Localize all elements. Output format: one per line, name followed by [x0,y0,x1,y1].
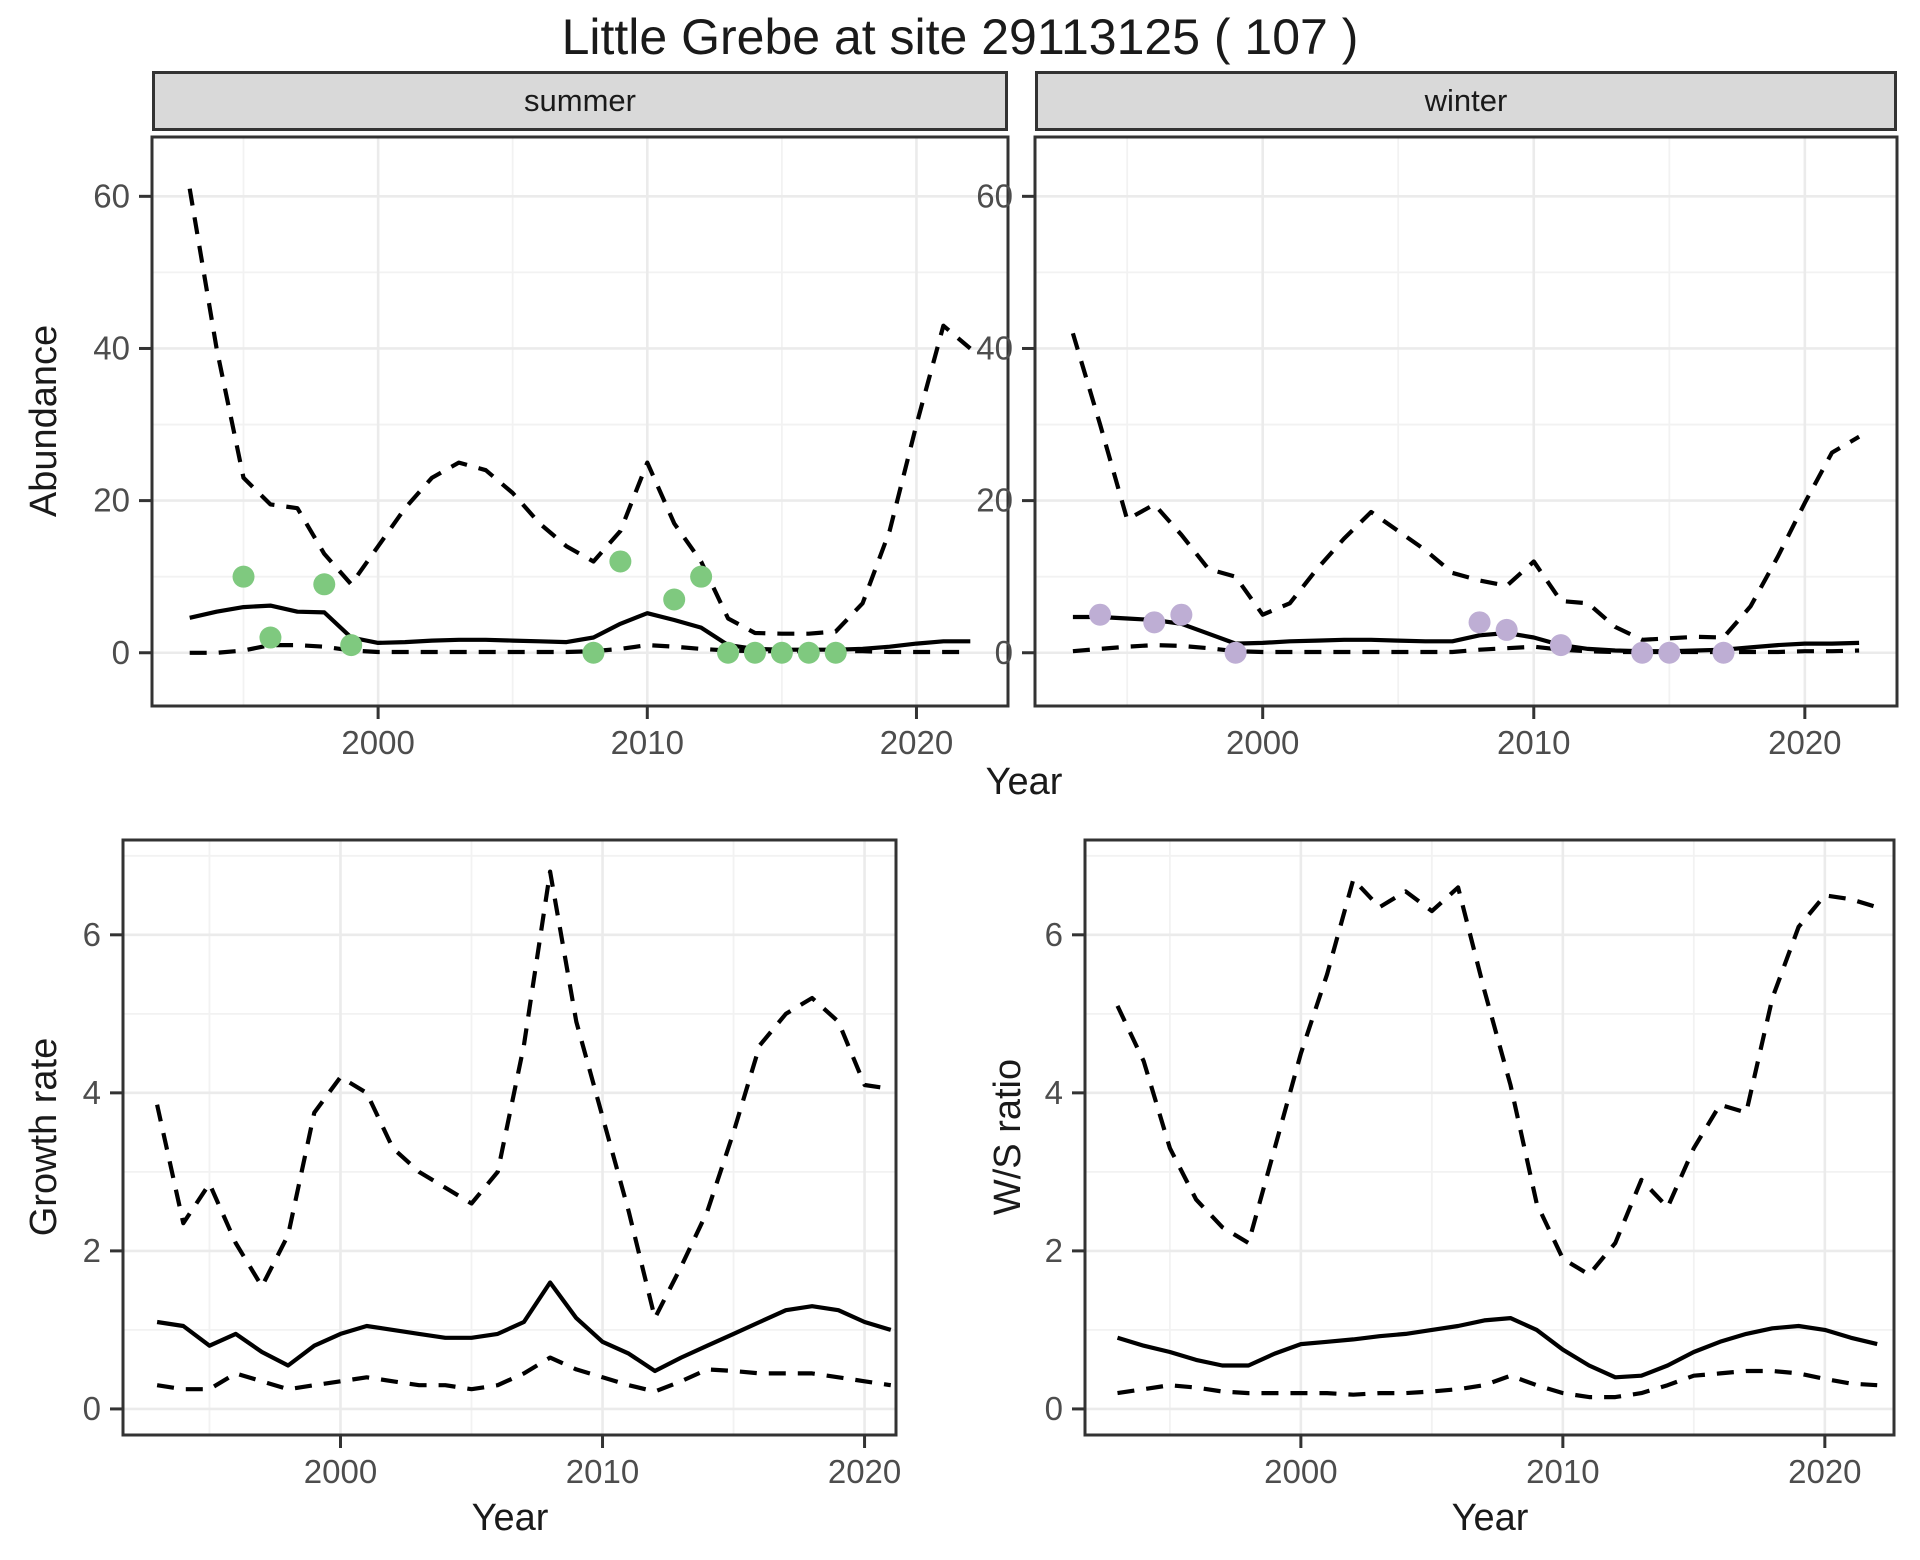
abundance-winter-upper-ci-line [1070,332,1861,642]
x-axis-title-year-growth: Year [471,1497,549,1539]
x-tick-label: 2020 [828,1453,901,1490]
ws-ratio-panel-background [1085,840,1894,1435]
y-tick-label: 2 [83,1232,101,1269]
abundance-summer-observed-count-point [582,641,605,664]
abundance-summer-upper-ci-line [187,188,972,636]
abundance-winter-observed-count-point [1468,611,1491,634]
abundance-winter-observed-count-point [1495,618,1518,641]
ws-ratio-panel-border [1083,838,1896,1437]
x-tick-label: 2000 [1226,724,1299,761]
page-title: Little Grebe at site 29113125 ( 107 ) [561,9,1359,65]
abundance-winter-observed-count-point [1089,603,1112,626]
abundance-summer-observed-count-point [717,641,740,664]
x-tick-label: 2010 [566,1453,639,1490]
growth-rate-lower-ci-line [156,1355,892,1394]
x-tick-label: 2000 [1264,1453,1337,1490]
abundance-summer-observed-count-point [663,588,686,611]
x-tick-label: 2010 [611,724,684,761]
abundance-summer-observed-count-point [340,634,363,657]
abundance-winter-observed-count-point [1224,641,1247,664]
abundance-summer-observed-count-point [743,641,766,664]
y-tick-label: 2 [1045,1232,1063,1269]
y-tick-label: 40 [976,329,1013,366]
ws-ratio-lower-ci-line [1117,1368,1878,1400]
y-tick-label: 6 [1045,916,1063,953]
ws-ratio-upper-ci-line [1115,877,1878,1277]
panel-abundance-winter: 2000 2010 2020 0 20 40 60 [976,135,1899,761]
x-tick-label: 2020 [1768,724,1841,761]
x-tick-label: 2000 [341,724,414,761]
y-tick-label: 6 [83,916,101,953]
y-tick-label: 4 [1045,1074,1063,1111]
y-tick-label: 60 [976,177,1013,214]
abundance-summer-observed-count-point [609,550,632,573]
abundance-winter-lower-ci-line [1072,642,1860,655]
abundance-winter-observed-count-point [1143,611,1166,634]
abundance-winter-panel-border [1033,135,1899,708]
abundance-winter-observed-count-point [1712,641,1735,664]
abundance-summer-observed-count-point [313,573,336,596]
growth-rate-upper-ci-line [155,869,892,1321]
x-axis-title-year-top: Year [985,761,1063,803]
abundance-winter-observed-count-point [1631,641,1654,664]
y-tick-label: 0 [112,634,130,671]
facet-strip-winter: winter [1035,71,1897,131]
panel-ws-ratio: 2000 2010 2020 0 2 4 6 [1045,838,1896,1490]
abundance-summer-observed-count-point [824,641,847,664]
abundance-summer-observed-count-point [232,565,255,588]
abundance-summer-observed-count-point [797,641,820,664]
panel-abundance-summer: 2000 2010 2020 0 20 40 60 [93,135,1010,761]
y-tick-label: 4 [83,1074,101,1111]
y-axis-title-ws-ratio: W/S ratio [987,1058,1029,1216]
y-tick-label: 0 [83,1390,101,1427]
x-tick-label: 2010 [1497,724,1570,761]
abundance-winter-observed-count-point [1658,641,1681,664]
y-tick-label: 20 [93,482,130,519]
abundance-summer-observed-count-point [690,565,713,588]
y-tick-label: 20 [976,482,1013,519]
growth-rate-panel-background [123,840,896,1435]
abundance-summer-observed-count-point [259,626,282,649]
x-axis-title-year-ws: Year [1451,1497,1529,1539]
x-tick-label: 2010 [1526,1453,1599,1490]
facet-strip-summer-label: summer [524,83,636,118]
abundance-summer-panel-border [150,135,1010,708]
x-tick-label: 2000 [304,1453,377,1490]
abundance-summer-observed-count-point [770,641,793,664]
y-axis-title-growth-rate: Growth rate [23,1037,65,1237]
facet-strip-summer: summer [152,71,1008,131]
x-tick-label: 2020 [1788,1453,1861,1490]
abundance-winter-observed-count-point [1170,603,1193,626]
growth-rate-panel-border [121,838,898,1437]
x-tick-label: 2020 [880,724,953,761]
growth-rate-mean-line [156,1280,892,1374]
y-tick-label: 60 [93,177,130,214]
facet-strip-winter-label: winter [1424,83,1508,118]
ws-ratio-mean-line [1116,1315,1878,1380]
y-axis-title-abundance: Abundance [23,324,65,518]
abundance-winter-observed-count-point [1549,634,1572,657]
y-tick-label: 0 [1045,1390,1063,1427]
abundance-summer-panel-background [152,137,1008,706]
y-tick-label: 0 [995,634,1013,671]
y-tick-label: 40 [93,329,130,366]
panel-growth-rate: 2000 2010 2020 0 2 4 6 [83,838,901,1490]
